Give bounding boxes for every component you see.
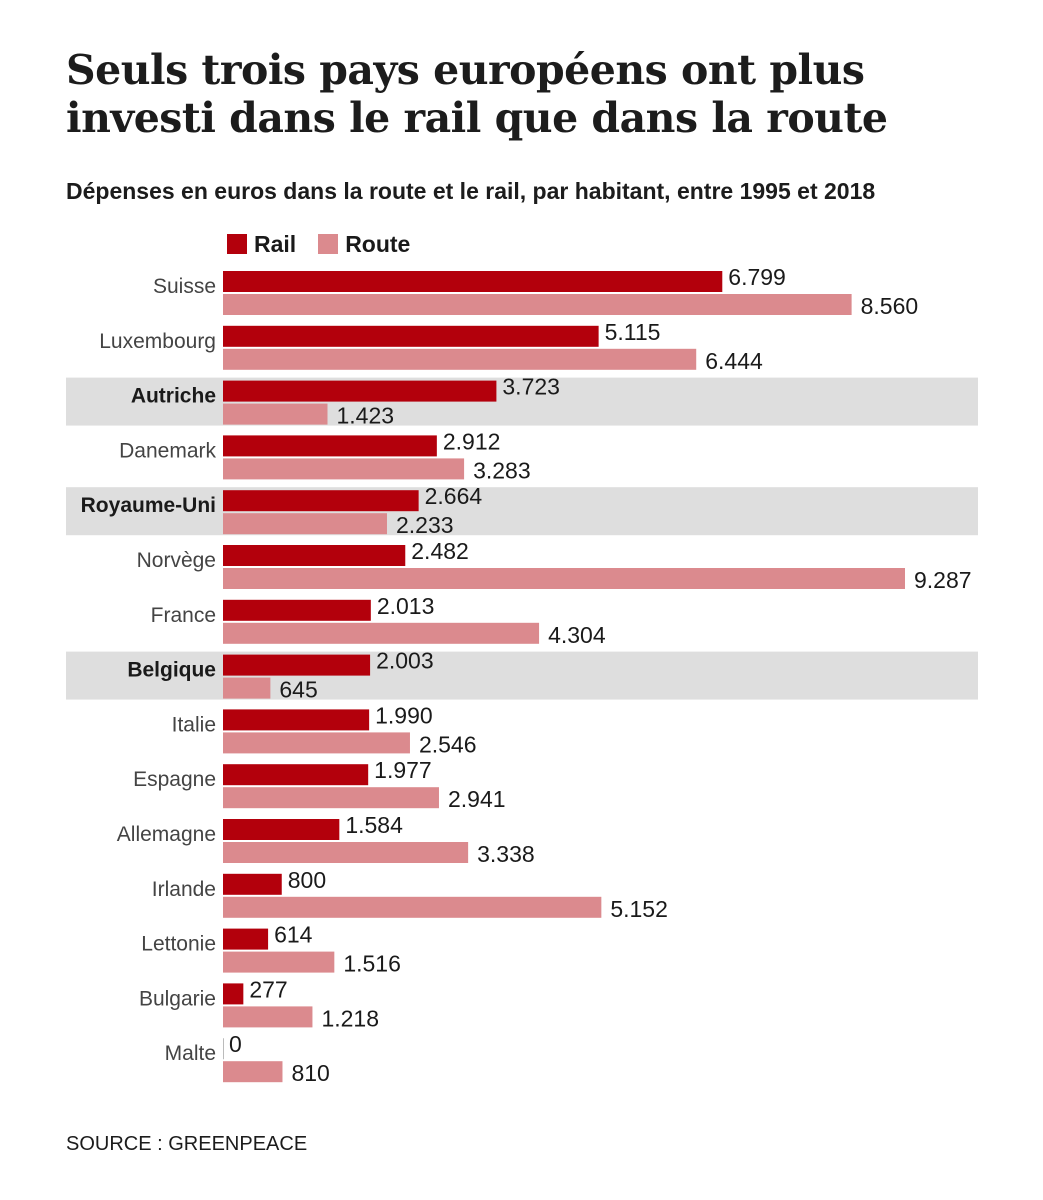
category-label-bulgarie: Bulgarie — [139, 987, 216, 1010]
category-label-irlande: Irlande — [152, 878, 216, 901]
bar-route-irlande — [223, 896, 602, 918]
bar-rail-italie — [223, 709, 370, 731]
legend-label-rail: Rail — [254, 230, 297, 257]
category-label-autriche: Autriche — [131, 385, 216, 408]
category-label-espagne: Espagne — [133, 768, 216, 791]
highlight-band-royaume-uni — [66, 487, 978, 536]
value-label-rail-espagne: 1.977 — [374, 757, 432, 783]
category-label-royaume-uni: Royaume-Uni — [81, 494, 216, 517]
bar-route-autriche — [223, 403, 328, 425]
value-label-route-luxembourg: 6.444 — [705, 348, 763, 374]
value-label-route-suisse: 8.560 — [861, 293, 919, 319]
category-label-norvege: Norvège — [137, 549, 216, 572]
value-label-rail-irlande: 800 — [288, 867, 326, 893]
legend-item-rail: Rail — [227, 231, 296, 258]
chart-title: Seuls trois pays européens ont plus inve… — [66, 46, 888, 142]
value-label-route-france: 4.304 — [548, 622, 606, 648]
category-label-lettonie: Lettonie — [141, 933, 216, 956]
value-label-rail-luxembourg: 5.115 — [605, 319, 661, 345]
value-label-rail-danemark: 2.912 — [443, 428, 501, 454]
value-label-route-allemagne: 3.338 — [477, 841, 535, 867]
value-label-rail-autriche: 3.723 — [502, 374, 560, 400]
value-label-rail-malte: 0 — [229, 1031, 242, 1057]
bar-rail-suisse — [223, 271, 723, 292]
bar-route-danemark — [223, 458, 465, 480]
value-label-route-autriche: 1.423 — [336, 403, 394, 429]
value-label-rail-bulgarie: 277 — [249, 976, 287, 1002]
category-label-luxembourg: Luxembourg — [99, 330, 216, 353]
value-label-route-espagne: 2.941 — [448, 786, 506, 812]
value-label-route-belgique: 645 — [279, 677, 317, 703]
bar-route-espagne — [223, 787, 439, 809]
value-label-route-lettonie: 1.516 — [343, 951, 401, 977]
bar-route-italie — [223, 732, 410, 754]
category-label-malte: Malte — [165, 1042, 216, 1065]
legend-item-route: Route — [318, 231, 410, 258]
value-label-route-norvege: 9.287 — [914, 567, 972, 593]
value-label-route-italie: 2.546 — [419, 731, 477, 757]
bar-route-norvege — [223, 568, 905, 589]
bar-rail-france — [223, 599, 371, 621]
value-label-route-royaume-uni: 2.233 — [396, 512, 454, 538]
bar-rail-allemagne — [223, 819, 340, 840]
bar-rail-norvege — [223, 545, 406, 566]
chart-subtitle: Dépenses en euros dans la route et le ra… — [66, 178, 876, 204]
category-label-suisse: Suisse — [153, 275, 216, 298]
value-label-route-malte: 810 — [291, 1060, 329, 1086]
bar-route-lettonie — [223, 951, 335, 973]
bar-rail-lettonie — [223, 928, 269, 950]
value-label-route-bulgarie: 1.218 — [321, 1005, 379, 1031]
legend-swatch-rail — [227, 234, 247, 254]
bar-route-allemagne — [223, 842, 469, 863]
legend-swatch-route — [318, 234, 339, 254]
value-label-rail-italie: 1.990 — [375, 702, 433, 728]
bar-chart: Suisse 6.799 8.560 Luxembourg 5.115 6.444 Autr… — [66, 264, 978, 1086]
bar-route-belgique — [223, 677, 271, 699]
bar-rail-irlande — [223, 873, 282, 895]
legend-label-route: Route — [345, 230, 411, 257]
category-label-danemark: Danemark — [119, 439, 216, 462]
value-label-rail-norvege: 2.482 — [411, 538, 469, 564]
category-label-allemagne: Allemagne — [117, 823, 216, 846]
value-label-rail-lettonie: 614 — [274, 922, 313, 948]
category-label-italie: Italie — [172, 713, 216, 736]
value-label-route-danemark: 3.283 — [473, 457, 531, 483]
chart-legend: Rail Route — [227, 229, 432, 259]
bar-route-france — [223, 622, 540, 644]
bar-rail-luxembourg — [223, 325, 599, 347]
value-label-rail-allemagne: 1.584 — [345, 812, 403, 838]
bar-route-malte — [223, 1061, 283, 1083]
source-note: SOURCE : GREENPEACE — [66, 1133, 308, 1155]
value-label-rail-belgique: 2.003 — [376, 648, 434, 674]
bar-route-suisse — [223, 294, 852, 315]
highlight-band-autriche — [66, 377, 978, 426]
value-label-rail-royaume-uni: 2.664 — [425, 483, 483, 509]
value-label-rail-france: 2.013 — [377, 593, 435, 619]
bar-rail-espagne — [223, 764, 369, 786]
bar-rail-belgique — [223, 654, 371, 676]
category-label-belgique: Belgique — [127, 659, 216, 682]
bar-rail-bulgarie — [223, 983, 244, 1005]
bar-rail-royaume-uni — [223, 490, 419, 512]
bar-rail-danemark — [223, 435, 437, 457]
value-label-rail-suisse: 6.799 — [728, 264, 786, 290]
highlight-band-belgique — [66, 651, 978, 700]
bar-route-bulgarie — [223, 1006, 313, 1028]
bar-route-luxembourg — [223, 348, 697, 370]
category-label-france: France — [151, 604, 216, 627]
value-label-route-irlande: 5.152 — [610, 896, 668, 922]
bar-rail-autriche — [223, 380, 497, 402]
bar-route-royaume-uni — [223, 513, 387, 535]
